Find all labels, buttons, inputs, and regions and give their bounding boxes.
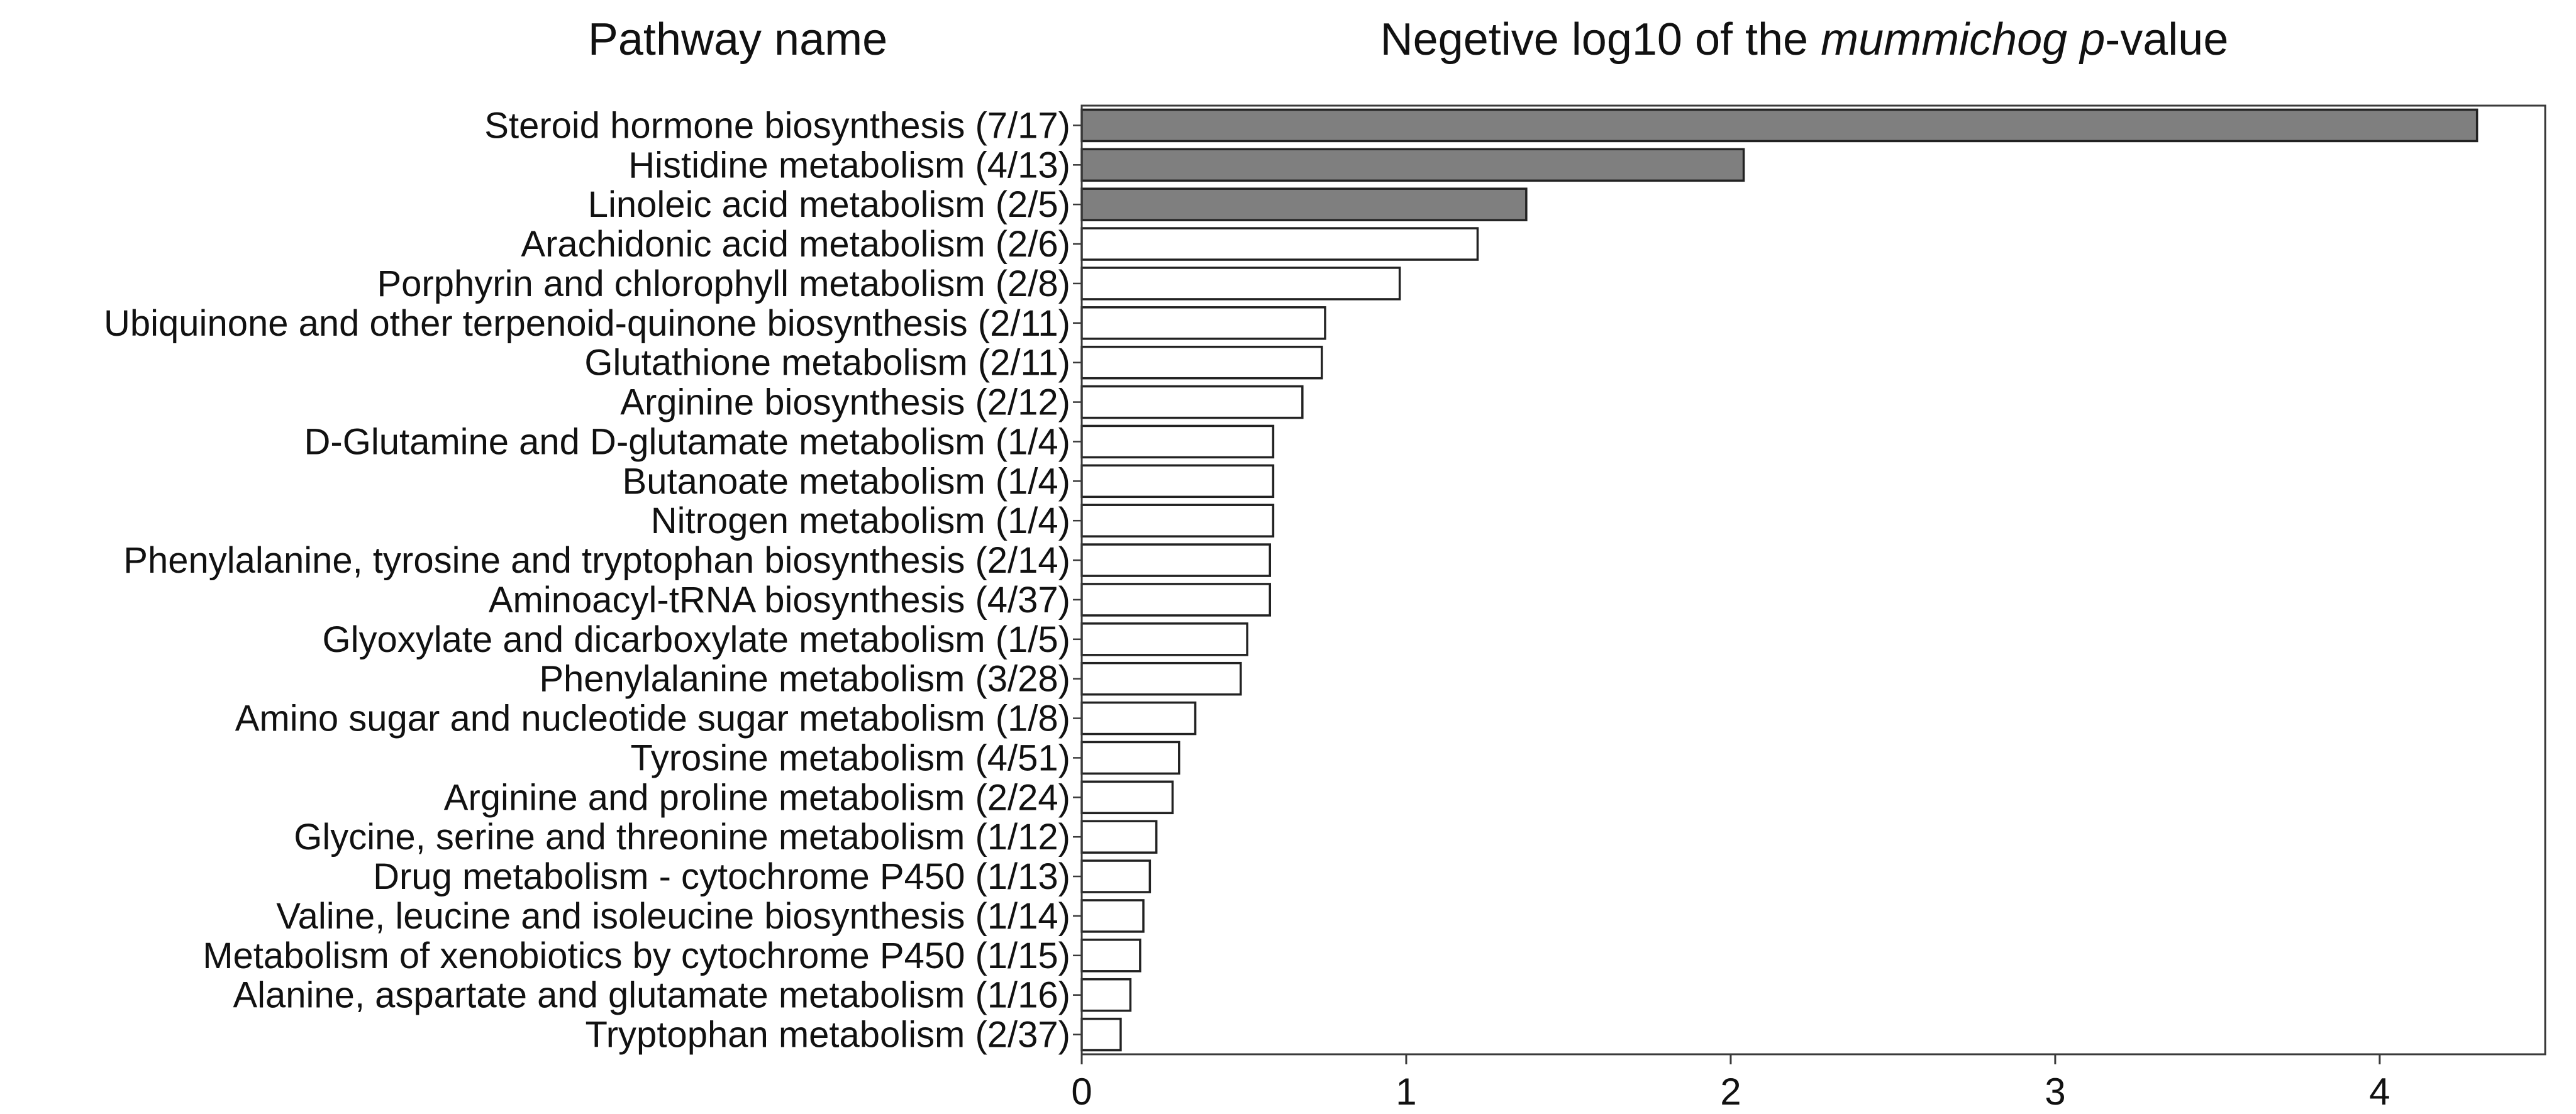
bar xyxy=(1080,148,1745,182)
bar xyxy=(1080,504,1275,538)
y-tick-label: Nitrogen metabolism (1/4) xyxy=(651,500,1070,541)
y-tick-label: Drug metabolism - cytochrome P450 (1/13) xyxy=(373,856,1070,897)
right-column-title: Negetive log10 of the mummichog p-value xyxy=(1380,14,2229,65)
bar xyxy=(1080,1017,1122,1052)
y-tick-label: Steroid hormone biosynthesis (7/17) xyxy=(484,105,1070,146)
y-tick-label: Valine, leucine and isoleucine biosynthe… xyxy=(276,896,1070,937)
right-title-suffix: -value xyxy=(2105,14,2229,65)
bar xyxy=(1080,978,1132,1012)
y-tick-label: Phenylalanine metabolism (3/28) xyxy=(539,659,1070,700)
y-tick-label: Butanoate metabolism (1/4) xyxy=(623,461,1070,502)
y-tick-label: Tyrosine metabolism (4/51) xyxy=(631,737,1070,778)
bar xyxy=(1080,820,1158,854)
bar xyxy=(1080,939,1141,973)
x-tick-label: 0 xyxy=(1071,1071,1092,1113)
bar xyxy=(1080,464,1275,499)
y-tick-label: D-Glutamine and D-glutamate metabolism (… xyxy=(304,421,1070,462)
y-tick-label: Arachidonic acid metabolism (2/6) xyxy=(521,224,1070,265)
bar xyxy=(1080,780,1174,815)
left-column-title: Pathway name xyxy=(587,14,888,65)
y-tick-label: Glyoxylate and dicarboxylate metabolism … xyxy=(322,619,1070,660)
bar xyxy=(1080,345,1323,380)
bar xyxy=(1080,385,1304,419)
y-tick-label: Arginine biosynthesis (2/12) xyxy=(620,382,1070,423)
y-tick-label: Ubiquinone and other terpenoid-quinone b… xyxy=(104,303,1070,344)
x-tick-label: 1 xyxy=(1396,1071,1416,1113)
bar xyxy=(1080,661,1242,696)
y-tick-label: Metabolism of xenobiotics by cytochrome … xyxy=(203,935,1070,976)
bar xyxy=(1080,306,1326,340)
y-tick-label: Glycine, serine and threonine metabolism… xyxy=(294,817,1070,858)
x-tick-label: 3 xyxy=(2045,1071,2065,1113)
bar xyxy=(1080,227,1479,261)
bar xyxy=(1080,741,1180,775)
bar xyxy=(1080,859,1152,893)
bar xyxy=(1080,622,1248,656)
bar xyxy=(1080,424,1275,459)
y-tick-label: Histidine metabolism (4/13) xyxy=(628,145,1070,185)
y-tick-label: Glutathione metabolism (2/11) xyxy=(584,343,1070,383)
y-tick-label: Alanine, aspartate and glutamate metabol… xyxy=(233,975,1070,1016)
y-tick-label: Linoleic acid metabolism (2/5) xyxy=(588,184,1070,225)
plot-border xyxy=(1080,104,2546,1056)
y-tick-label: Phenylalanine, tyrosine and tryptophan b… xyxy=(123,540,1070,581)
y-tick-label: Aminoacyl-tRNA biosynthesis (4/37) xyxy=(489,580,1070,620)
x-tick-label: 2 xyxy=(1720,1071,1741,1113)
bar xyxy=(1080,543,1272,577)
y-tick-label: Porphyrin and chlorophyll metabolism (2/… xyxy=(377,263,1070,304)
y-tick-label: Arginine and proline metabolism (2/24) xyxy=(444,777,1070,818)
bar xyxy=(1080,583,1272,617)
x-tick-label: 4 xyxy=(2369,1071,2390,1113)
bar xyxy=(1080,187,1528,221)
bar xyxy=(1080,899,1145,933)
y-tick-label: Tryptophan metabolism (2/37) xyxy=(585,1015,1070,1056)
right-title-italic: mummichog p xyxy=(1821,14,2106,65)
bar xyxy=(1080,267,1401,301)
bar xyxy=(1080,701,1197,736)
bar xyxy=(1080,108,2479,143)
y-tick-label: Amino sugar and nucleotide sugar metabol… xyxy=(235,698,1070,739)
right-title-prefix: Negetive log10 of the xyxy=(1380,14,1821,65)
